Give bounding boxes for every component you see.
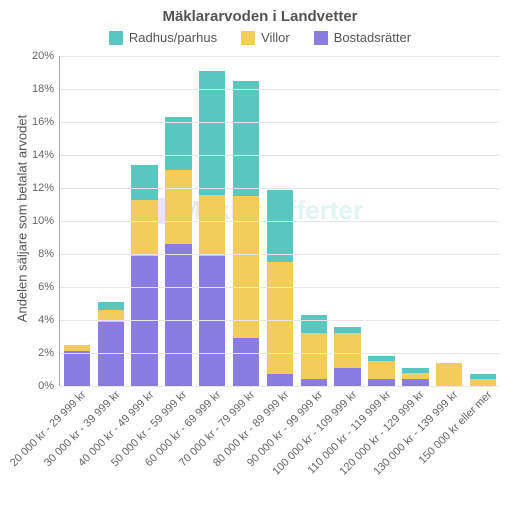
- grid-line: [60, 56, 500, 57]
- legend-item-villor: Villor: [241, 30, 290, 45]
- bar-segment-radhus: [98, 302, 124, 310]
- grid-line: [60, 221, 500, 222]
- bar-segment-villor: [199, 195, 225, 256]
- bar-segment-radhus: [402, 368, 428, 373]
- grid-line: [60, 320, 500, 321]
- bar-segment-bostad: [64, 351, 90, 386]
- y-tick-label: 16%: [32, 116, 60, 128]
- bar-segment-villor: [267, 262, 293, 374]
- bar-segment-villor: [131, 200, 157, 256]
- grid-line: [60, 386, 500, 387]
- grid-line: [60, 89, 500, 90]
- y-tick-label: 2%: [38, 347, 60, 359]
- grid-line: [60, 155, 500, 156]
- bar-segment-radhus: [334, 327, 360, 334]
- bar-segment-bostad: [233, 338, 259, 386]
- legend-label: Radhus/parhus: [129, 30, 217, 45]
- legend-swatch: [241, 31, 255, 45]
- bar-segment-bostad: [402, 379, 428, 386]
- grid-line: [60, 122, 500, 123]
- y-tick-label: 8%: [38, 248, 60, 260]
- legend-item-radhus: Radhus/parhus: [109, 30, 217, 45]
- y-tick-label: 10%: [32, 215, 60, 227]
- bar-segment-radhus: [470, 374, 496, 379]
- bar-segment-villor: [233, 196, 259, 338]
- bar-segment-bostad: [267, 374, 293, 386]
- bar-segment-villor: [165, 170, 191, 244]
- bar-segment-radhus: [233, 81, 259, 197]
- bar-segment-radhus: [368, 356, 394, 361]
- bar-segment-villor: [301, 333, 327, 379]
- chart-title: Mäklararvoden i Landvetter: [0, 8, 520, 25]
- legend-swatch: [314, 31, 328, 45]
- bar-segment-villor: [470, 379, 496, 386]
- grid-line: [60, 254, 500, 255]
- y-tick-label: 0%: [38, 380, 60, 392]
- y-tick-label: 18%: [32, 83, 60, 95]
- plot-area: MäklarOfferter 20 000 kr - 29 999 kr30 0…: [60, 56, 500, 386]
- bar-segment-villor: [368, 361, 394, 379]
- chart: Mäklararvoden i Landvetter Radhus/parhus…: [0, 0, 520, 520]
- legend-item-bostad: Bostadsrätter: [314, 30, 411, 45]
- bar-segment-villor: [402, 373, 428, 380]
- legend-label: Villor: [261, 30, 290, 45]
- bar-segment-radhus: [267, 190, 293, 263]
- y-axis-label: Andelen säljare som betalat arvodet: [15, 69, 30, 369]
- bar-segment-villor: [334, 333, 360, 368]
- bar-segment-villor: [64, 345, 90, 352]
- y-tick-label: 14%: [32, 149, 60, 161]
- grid-line: [60, 353, 500, 354]
- y-tick-label: 12%: [32, 182, 60, 194]
- y-tick-label: 20%: [32, 50, 60, 62]
- bar-segment-radhus: [131, 165, 157, 200]
- bar-segment-villor: [436, 363, 462, 386]
- y-tick-label: 4%: [38, 314, 60, 326]
- bar-segment-bostad: [334, 368, 360, 386]
- grid-line: [60, 287, 500, 288]
- legend: Radhus/parhus Villor Bostadsrätter: [0, 30, 520, 45]
- legend-label: Bostadsrätter: [334, 30, 411, 45]
- y-tick-label: 6%: [38, 281, 60, 293]
- legend-swatch: [109, 31, 123, 45]
- grid-line: [60, 188, 500, 189]
- bar-segment-bostad: [165, 244, 191, 386]
- bar-segment-radhus: [165, 117, 191, 170]
- bar-segment-radhus: [301, 315, 327, 333]
